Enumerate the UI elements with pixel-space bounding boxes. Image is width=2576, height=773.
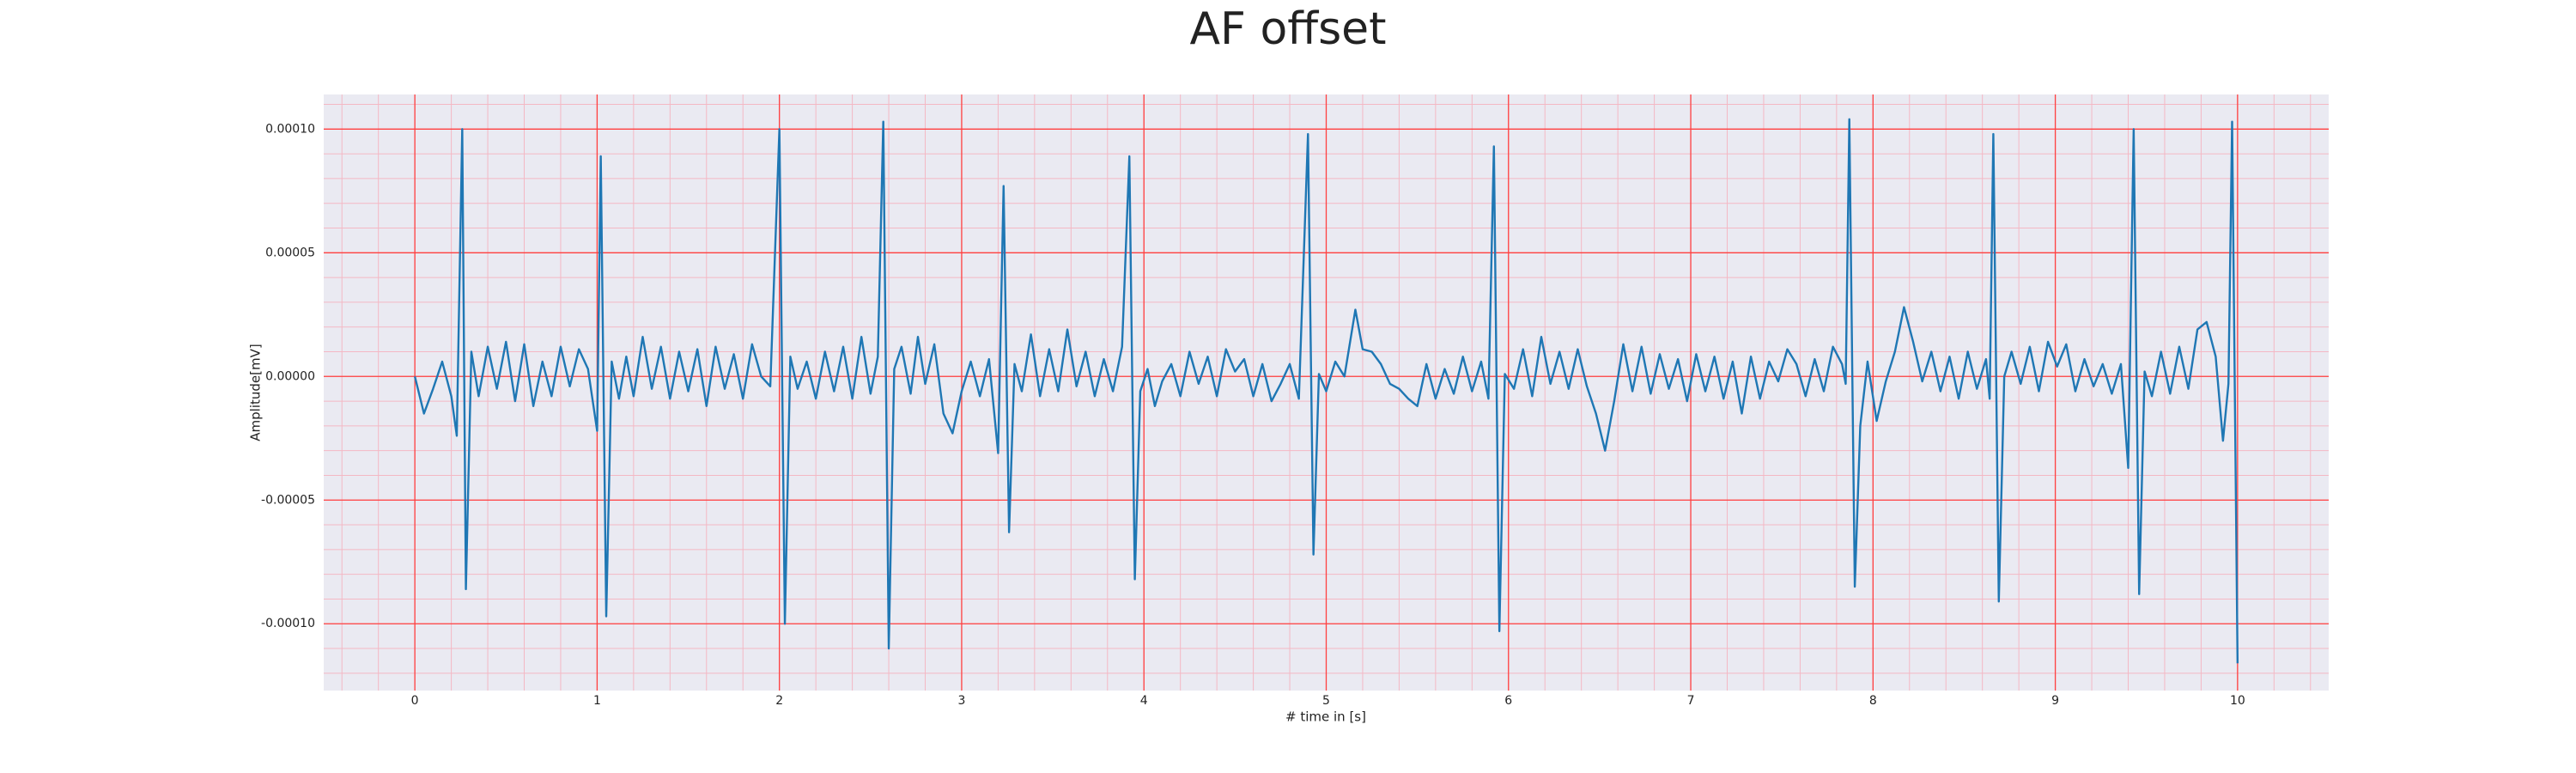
- x-tick-label: 6: [1504, 694, 1512, 708]
- y-tick-label: 0.00005: [265, 246, 315, 259]
- x-tick-label: 2: [775, 694, 783, 708]
- y-tick-label: -0.00005: [261, 493, 315, 507]
- x-axis-label: # time in [s]: [1285, 709, 1366, 725]
- chart-title: AF offset: [1189, 3, 1386, 55]
- x-tick-label: 7: [1687, 694, 1695, 708]
- x-tick-label: 0: [411, 694, 419, 708]
- x-tick-label: 4: [1140, 694, 1148, 708]
- x-tick-label: 5: [1322, 694, 1330, 708]
- y-tick-label: 0.00000: [265, 369, 315, 383]
- x-tick-label: 1: [593, 694, 601, 708]
- y-axis-label: Amplitude[mV]: [248, 344, 264, 441]
- line: [413, 118, 2239, 664]
- x-tick-label: 8: [1869, 694, 1877, 708]
- marks: [413, 118, 2239, 664]
- x-tick-label: 9: [2051, 694, 2059, 708]
- y-tick-label: 0.00010: [265, 122, 315, 136]
- x-tick-label: 3: [957, 694, 965, 708]
- y-tick-label: -0.00010: [261, 617, 315, 630]
- x-tick-label: 10: [2230, 694, 2245, 708]
